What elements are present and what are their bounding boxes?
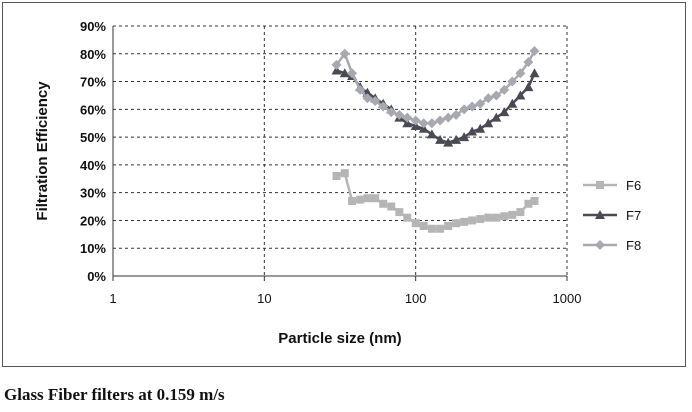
- data-point-f8: [467, 101, 478, 112]
- legend-marker-f7: [595, 210, 605, 219]
- data-point-f6: [444, 222, 453, 230]
- data-point-f7: [491, 112, 502, 122]
- data-point-f8: [402, 112, 413, 123]
- y-tick-label: 20%: [80, 213, 106, 228]
- legend-marker-f8: [595, 240, 605, 250]
- data-point-f7: [499, 107, 510, 117]
- data-point-f7: [507, 98, 518, 108]
- data-point-f6: [356, 195, 365, 204]
- data-point-f7: [339, 68, 350, 78]
- data-point-f8: [370, 96, 381, 106]
- x-tick-label: 1000: [553, 291, 582, 306]
- data-point-f7: [529, 68, 540, 78]
- data-point-f6: [427, 224, 436, 233]
- data-point-f8: [507, 76, 518, 87]
- data-point-f7: [523, 82, 534, 92]
- data-point-f6: [348, 197, 357, 205]
- legend-marker-f6: [596, 181, 604, 189]
- x-tick-label: 10: [257, 291, 271, 306]
- x-tick-label: 100: [405, 291, 427, 306]
- data-point-f6: [508, 210, 517, 219]
- y-tick-label: 0%: [87, 269, 106, 284]
- data-point-f6: [492, 213, 501, 222]
- data-point-f6: [516, 208, 525, 217]
- data-point-f8: [331, 59, 342, 70]
- y-tick-label: 90%: [80, 19, 106, 34]
- data-point-f8: [426, 118, 437, 129]
- data-point-f7: [435, 134, 446, 144]
- data-point-f6: [387, 202, 396, 211]
- data-point-f6: [332, 172, 341, 180]
- data-point-f6: [524, 199, 533, 208]
- y-axis-label: Filtration Efficiency: [34, 81, 51, 221]
- data-point-f7: [443, 137, 454, 147]
- data-point-f7: [515, 90, 526, 100]
- data-point-f8: [339, 48, 350, 59]
- data-point-f6: [530, 197, 539, 205]
- data-point-f6: [436, 224, 445, 233]
- y-tick-label: 40%: [80, 158, 106, 173]
- data-point-f6: [363, 194, 372, 203]
- data-point-f8: [394, 109, 405, 120]
- data-point-f6: [500, 212, 509, 221]
- chart-frame: [2, 2, 686, 367]
- data-point-f6: [371, 194, 380, 203]
- data-point-f8: [347, 68, 358, 79]
- data-point-f6: [411, 219, 420, 228]
- data-point-f8: [459, 104, 470, 115]
- data-point-f8: [491, 90, 502, 101]
- data-point-f8: [475, 98, 486, 109]
- data-point-f8: [386, 107, 397, 118]
- y-tick-label: 60%: [80, 102, 106, 117]
- figure-caption: Glass Fiber filters at 0.159 m/s: [4, 385, 225, 404]
- y-tick-label: 10%: [80, 241, 106, 256]
- data-point-f6: [460, 217, 469, 226]
- data-point-f8: [523, 57, 534, 68]
- data-point-f7: [459, 132, 470, 142]
- data-point-f8: [515, 68, 526, 79]
- data-point-f6: [403, 213, 412, 222]
- data-point-f8: [410, 115, 421, 126]
- data-point-f8: [529, 46, 540, 56]
- data-point-f7: [451, 134, 462, 144]
- data-point-f6: [395, 208, 404, 217]
- data-point-f8: [435, 115, 446, 126]
- legend-label-f6: F6: [626, 178, 641, 193]
- data-point-f7: [418, 123, 429, 133]
- data-point-f6: [379, 199, 388, 208]
- y-tick-label: 50%: [80, 130, 106, 145]
- x-axis-label: Particle size (nm): [278, 330, 401, 347]
- legend-label-f7: F7: [626, 208, 641, 223]
- data-point-f7: [483, 118, 494, 128]
- data-point-f6: [484, 213, 493, 222]
- data-point-f7: [467, 126, 478, 136]
- chart: 0% 10% 20% 30% 40% 50% 60% 70% 80% 90% 1 10 100 1000 P…: [34, 19, 641, 347]
- data-point-f6: [468, 216, 477, 225]
- data-point-f8: [451, 109, 462, 120]
- data-point-f8: [378, 101, 389, 112]
- data-point-f6: [452, 219, 461, 228]
- data-point-f7: [402, 118, 413, 128]
- y-tick-label: 30%: [80, 186, 106, 201]
- x-tick-label: 1: [109, 291, 116, 306]
- data-point-f8: [483, 93, 494, 104]
- data-point-f8: [362, 93, 373, 104]
- y-tick-label: 70%: [80, 75, 106, 90]
- legend-label-f8: F8: [626, 238, 641, 253]
- data-point-f8: [418, 118, 429, 129]
- data-point-f6: [476, 215, 485, 224]
- data-point-f8: [443, 112, 454, 123]
- data-point-f8: [355, 84, 366, 95]
- data-point-f6: [419, 222, 428, 230]
- data-point-f7: [475, 123, 486, 133]
- data-point-f7: [426, 129, 437, 139]
- data-point-f6: [340, 169, 349, 178]
- y-tick-label: 80%: [80, 47, 106, 62]
- data-point-f7: [410, 121, 421, 130]
- data-point-f8: [499, 84, 510, 95]
- data-point-f7: [331, 65, 342, 75]
